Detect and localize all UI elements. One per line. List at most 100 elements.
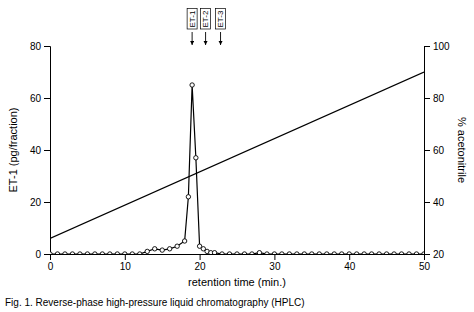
tick-label: 40 — [30, 145, 42, 156]
annotation-frame — [216, 9, 226, 29]
data-point — [235, 252, 239, 254]
tick: 60 — [30, 93, 50, 104]
tick-label: 0 — [48, 261, 54, 272]
data-point — [392, 252, 396, 254]
data-point — [130, 252, 134, 254]
data-point — [265, 252, 269, 254]
tick-label: 50 — [419, 261, 431, 272]
annotation-label: ET-2 — [201, 10, 210, 27]
data-point — [63, 252, 67, 254]
tick: 80 — [30, 41, 50, 52]
data-point — [384, 252, 388, 254]
data-point — [257, 251, 261, 255]
data-point — [70, 252, 74, 254]
tick: 20 — [30, 197, 50, 208]
tick: 40 — [424, 197, 445, 208]
tick-label: 80 — [30, 41, 42, 52]
data-point — [317, 252, 321, 254]
tick: 20 — [195, 254, 207, 272]
marks — [50, 72, 424, 254]
annotation-box: ET-2 — [201, 9, 211, 29]
chart: 0102030405002040608020406080100ET-1ET-2E… — [0, 0, 474, 312]
y2-axis-title: % acetonitrile — [456, 117, 468, 183]
tick-mark — [424, 254, 430, 255]
data-point — [55, 252, 59, 254]
data-point — [93, 252, 97, 254]
data-point — [332, 252, 336, 254]
data-point — [182, 239, 186, 243]
data-point — [186, 195, 190, 199]
tick-label: 10 — [120, 261, 132, 272]
tick-mark — [44, 150, 50, 151]
y-axis-title: ET-1 (pg/fraction) — [7, 108, 19, 193]
annotation-label: ET-3 — [216, 10, 225, 27]
tick-label: 80 — [433, 93, 445, 104]
tick-mark — [349, 254, 350, 260]
data-point — [362, 252, 366, 254]
tick: 60 — [424, 145, 445, 156]
data-point — [85, 252, 89, 254]
annotation-arrow — [192, 32, 193, 45]
tick-label: 60 — [30, 93, 42, 104]
data-point — [287, 252, 291, 254]
plot: 0102030405002040608020406080100ET-1ET-2E… — [30, 9, 450, 273]
annotations: ET-1 ET-2 ET-3 — [187, 9, 225, 45]
x-axis-line — [51, 255, 425, 261]
annotation-box: ET-1 — [187, 9, 197, 29]
data-line — [50, 85, 424, 254]
data-point — [414, 252, 418, 254]
data-point — [280, 252, 284, 254]
tick: 0 — [35, 249, 50, 260]
tick-mark — [44, 46, 50, 47]
data-point — [422, 252, 424, 254]
tick-label: 40 — [433, 197, 445, 208]
x-axis-title: retention time (min.) — [188, 276, 286, 288]
tick-mark — [424, 46, 430, 47]
y2-axis: 20 40 60 80 100 — [424, 41, 450, 260]
data-point — [78, 252, 82, 254]
annotation-frame — [187, 9, 197, 29]
data-point — [354, 252, 358, 254]
tick-mark — [125, 254, 126, 260]
tick-label: 0 — [35, 249, 41, 260]
annotation-arrow — [205, 32, 206, 45]
tick-label: 30 — [269, 261, 281, 272]
tick-label: 20 — [30, 197, 42, 208]
tick: 20 — [424, 249, 445, 260]
data-point — [175, 244, 179, 248]
tick: 50 — [419, 254, 431, 272]
tick-label: 100 — [433, 41, 450, 52]
y2-axis-line — [425, 47, 431, 255]
data-point — [250, 252, 254, 254]
tick-mark — [44, 202, 50, 203]
annotation-label: ET-1 — [188, 10, 197, 27]
tick-label: 40 — [344, 261, 356, 272]
data-point — [377, 252, 381, 254]
y-axis: 0 20 40 60 80 — [30, 41, 51, 260]
tick-mark — [424, 202, 430, 203]
annotation-box: ET-3 — [216, 9, 226, 29]
tick: 100 — [424, 41, 450, 52]
data-point — [242, 252, 246, 254]
data-point — [100, 252, 104, 254]
tick-label: 20 — [433, 249, 445, 260]
tick: 30 — [269, 254, 281, 272]
tick-mark — [424, 150, 430, 151]
tick: 40 — [344, 254, 356, 272]
data-point — [325, 252, 329, 254]
data-point — [160, 248, 164, 252]
data-point — [369, 252, 373, 254]
data-point — [138, 252, 142, 254]
data-point — [407, 252, 411, 254]
y-axis-line — [44, 47, 51, 255]
x-axis: 0 10 20 30 40 50 — [48, 254, 431, 272]
data-point — [302, 252, 306, 254]
data-point — [167, 247, 171, 251]
data-point — [190, 83, 194, 87]
data-point — [227, 252, 231, 254]
annotation-frame — [201, 9, 211, 29]
data-point — [220, 252, 224, 254]
data-point — [115, 252, 119, 254]
data-point — [340, 252, 344, 254]
tick-mark — [44, 254, 50, 255]
